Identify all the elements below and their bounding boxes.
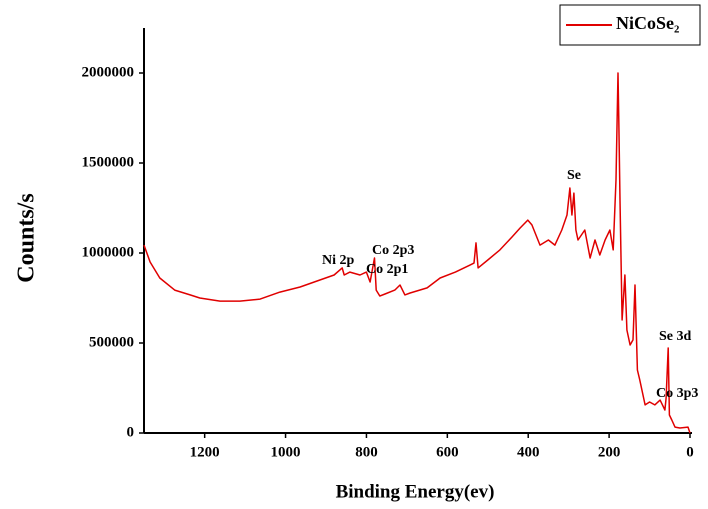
peak-annotation: Co 2p1 xyxy=(366,262,408,277)
x-tick-label: 800 xyxy=(355,444,378,460)
peak-annotation: Se xyxy=(567,168,581,183)
x-tick-label: 1200 xyxy=(190,444,220,460)
x-tick-label: 1000 xyxy=(271,444,301,460)
y-tick-label: 1000000 xyxy=(82,244,135,260)
x-tick-label: 600 xyxy=(436,444,459,460)
y-tick-label: 500000 xyxy=(89,334,134,350)
peak-annotation: Ni 2p xyxy=(322,253,355,268)
x-tick-label: 0 xyxy=(686,444,694,460)
peak-annotation: Co 2p3 xyxy=(372,243,414,258)
peak-annotation: Se 3d xyxy=(659,329,692,344)
peak-annotation: Co 3p3 xyxy=(656,386,698,401)
x-tick-label: 400 xyxy=(517,444,540,460)
legend-label: NiCoSe₂ xyxy=(616,13,679,33)
y-tick-label: 2000000 xyxy=(82,64,135,80)
x-axis-label: Binding Energy(ev) xyxy=(336,481,495,502)
x-tick-label: 200 xyxy=(598,444,621,460)
y-tick-label: 1500000 xyxy=(82,154,135,170)
y-axis-label: Counts/s xyxy=(14,193,40,282)
spectrum-line xyxy=(143,72,691,434)
y-tick-label: 0 xyxy=(127,424,135,440)
